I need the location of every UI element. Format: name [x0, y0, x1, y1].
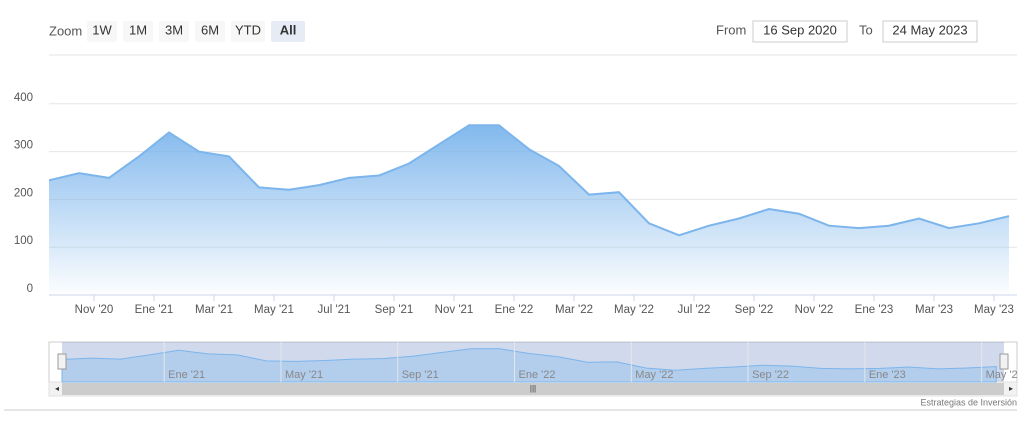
zoom-button[interactable]	[271, 21, 305, 42]
x-tick-label: Ene '22	[495, 304, 534, 316]
x-tick-label: Mar '21	[195, 304, 233, 316]
zoom-button[interactable]	[159, 21, 189, 42]
zoom-button-label[interactable]: 1M	[129, 22, 147, 37]
navigator-series: Ene '21 May '21 Sep '21 Ene '22 May '22 Sep '…	[61, 342, 1024, 383]
area-fill	[49, 125, 1009, 295]
zoom-label: Zoom	[49, 23, 82, 38]
navigator-area	[61, 348, 997, 383]
to-value[interactable]: 24 May 2023	[892, 22, 967, 37]
from-value[interactable]: 16 Sep 2020	[763, 22, 837, 37]
scroll-right[interactable]: ▸	[1009, 384, 1013, 393]
y-tick-label: 100	[14, 235, 33, 247]
x-tick-label: Ene '21	[135, 304, 174, 316]
navigator-handle[interactable]	[57, 353, 67, 370]
zoom-button[interactable]	[123, 21, 153, 42]
navigator-tick-label: Ene '21	[168, 369, 205, 381]
zoom-button[interactable]	[87, 21, 117, 42]
zoom-button-label[interactable]: 1W	[92, 22, 112, 37]
to-label: To	[859, 22, 873, 37]
x-tick-label: Mar '22	[555, 304, 593, 316]
x-tick-label: Sep '22	[735, 304, 774, 316]
x-tick-label: Nov '20	[75, 304, 114, 316]
x-tick-label: May '21	[254, 304, 294, 316]
zoom-button-label[interactable]: YTD	[235, 22, 261, 37]
from-label: From	[716, 22, 746, 37]
zoom-button-label[interactable]: All	[280, 22, 297, 37]
scroll-grip[interactable]: |||	[530, 384, 536, 393]
navigator-tick-label: May '22	[635, 369, 673, 381]
x-tick-label: Sep '21	[375, 304, 414, 316]
navigator-mask[interactable]	[62, 342, 1004, 382]
x-tick-label: Nov '22	[795, 304, 834, 316]
navigator-tick-label: Sep '21	[402, 369, 439, 381]
x-tick-label: Ene '23	[855, 304, 894, 316]
scroll-left[interactable]: ◂	[55, 384, 59, 393]
navigator-handle[interactable]	[999, 353, 1009, 370]
navigator-tick-label: Ene '22	[519, 369, 556, 381]
y-tick-label: 300	[14, 140, 33, 152]
x-tick-label: May '22	[614, 304, 654, 316]
y-tick-label: 0	[27, 283, 33, 295]
x-tick-label: Mar '23	[915, 304, 953, 316]
series-line	[48, 124, 1010, 237]
zoom-button-label[interactable]: 6M	[201, 22, 219, 37]
x-tick-label: Jul '21	[318, 304, 351, 316]
zoom-button-label[interactable]: 3M	[165, 22, 183, 37]
y-tick-label: 200	[14, 187, 33, 199]
x-tick-label: Jul '22	[678, 304, 711, 316]
scrollbar-thumb[interactable]	[62, 383, 1004, 395]
x-tick-label: May '23	[974, 304, 1014, 316]
to-input[interactable]	[882, 20, 978, 43]
navigator-tick-label: Sep '22	[752, 369, 789, 381]
navigator-tick-label: Ene '23	[869, 369, 906, 381]
navigator-tick-label: May '21	[285, 369, 323, 381]
navigator-tick-label: May '23	[986, 369, 1024, 381]
x-tick-label: Nov '21	[435, 304, 474, 316]
zoom-button[interactable]	[195, 21, 225, 42]
zoom-button[interactable]	[231, 21, 265, 42]
credits: Estrategias de Inversión	[920, 397, 1017, 407]
y-tick-label: 400	[14, 92, 33, 104]
from-input[interactable]	[752, 20, 848, 43]
